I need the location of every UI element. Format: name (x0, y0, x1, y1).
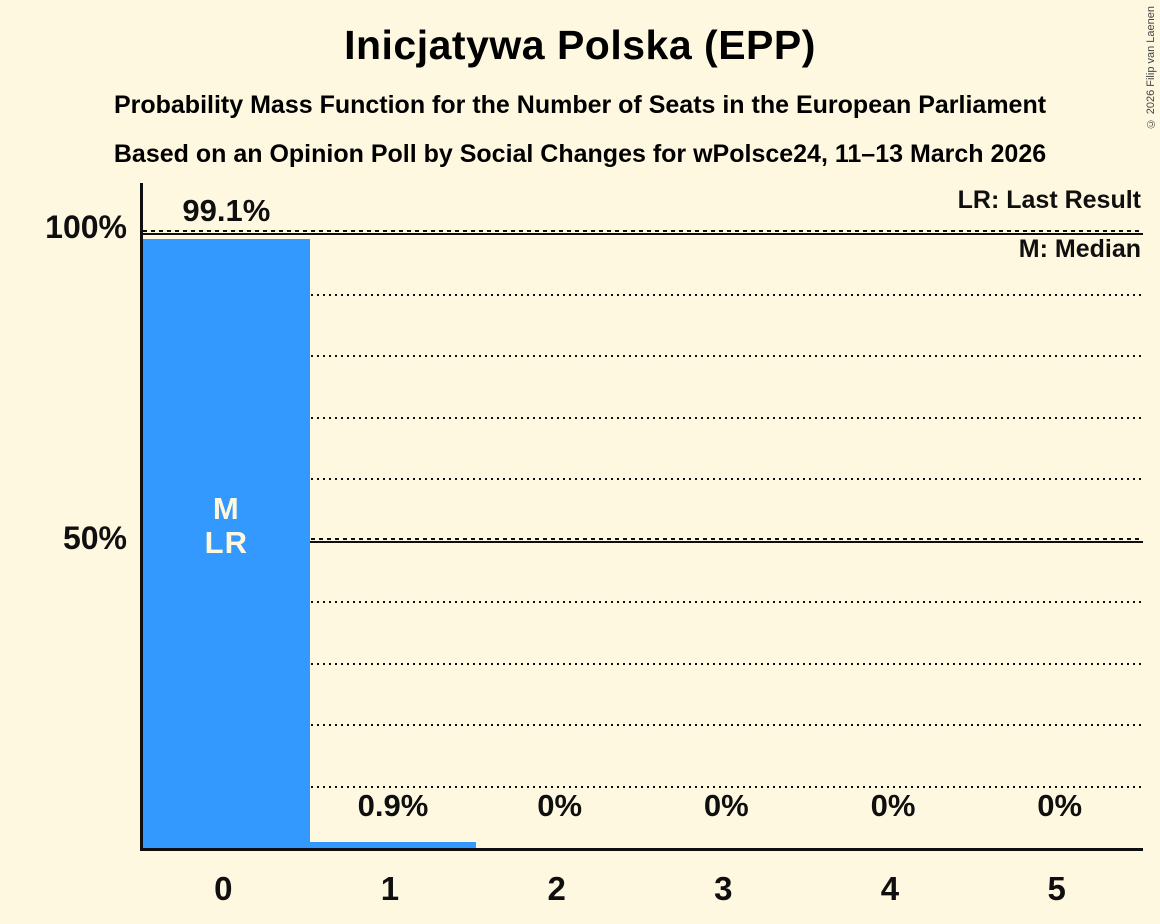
gridline-dotted-90 (143, 293, 1143, 296)
legend-median: M: Median (1018, 235, 1141, 263)
plot-area: 99.1% 0.9% 0% 0% 0% 0% M LR (140, 183, 1143, 851)
x-tick-label-2: 2 (547, 870, 566, 907)
copyright-notice: © 2026 Filip van Laenen (1145, 6, 1157, 130)
chart-subtitle-2: Based on an Opinion Poll by Social Chang… (113, 140, 1047, 168)
value-label-seat-4: 0% (870, 788, 916, 823)
value-label-seat-3: 0% (703, 788, 749, 823)
median-marker: M (212, 491, 240, 526)
x-tick-label-4: 4 (880, 870, 900, 907)
gridline-dotted-40 (143, 601, 1143, 603)
x-tick-label-0: 0 (214, 870, 233, 907)
gridline-dotted-80 (143, 355, 1143, 357)
x-tick-label-5: 5 (1047, 870, 1066, 907)
bar-seat-0 (143, 238, 310, 848)
value-label-seat-0: 99.1% (182, 192, 271, 228)
value-label-seat-5: 0% (1037, 788, 1083, 823)
chart-title: Inicjatywa Polska (EPP) (344, 22, 816, 68)
bar-markers: M LR (143, 492, 310, 560)
gridline-dotted-20 (143, 724, 1143, 726)
gridline-dotted-60 (143, 478, 1143, 480)
gridline-major-50 (143, 537, 1143, 543)
y-axis-label-50: 50% (62, 520, 127, 556)
gridline-major-100 (143, 230, 1143, 235)
x-tick-label-3: 3 (714, 870, 733, 907)
value-label-seat-2: 0% (537, 788, 583, 823)
value-label-seat-1: 0.9% (357, 788, 429, 823)
gridline-dotted-10 (143, 785, 1143, 788)
last-result-marker: LR (204, 525, 248, 560)
chart-subtitle-1: Probability Mass Function for the Number… (113, 91, 1047, 119)
gridline-dotted-30 (143, 662, 1143, 665)
gridline-dotted-70 (143, 416, 1143, 419)
legend-last-result: LR: Last Result (957, 186, 1141, 214)
x-tick-label-1: 1 (380, 870, 400, 907)
x-axis: 0 1 2 3 4 5 (140, 869, 1140, 914)
y-axis-label-100: 100% (45, 209, 127, 245)
bar-seat-1 (309, 842, 477, 848)
